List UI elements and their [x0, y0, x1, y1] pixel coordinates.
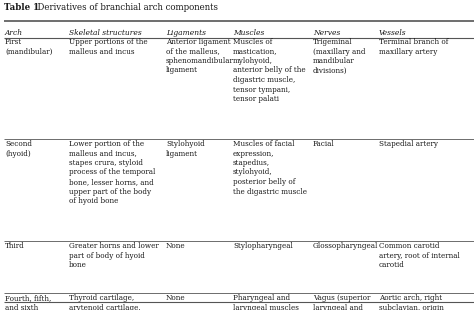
Text: Upper portions of the
malleus and incus: Upper portions of the malleus and incus — [69, 38, 147, 55]
Text: Greater horns and lower
part of body of hyoid
bone: Greater horns and lower part of body of … — [69, 242, 159, 269]
Text: Trigeminal
(maxillary and
mandibular
divisions): Trigeminal (maxillary and mandibular div… — [313, 38, 365, 74]
Text: Muscles: Muscles — [233, 29, 264, 37]
Text: Vagus (superior
laryngeal and
recurrent
laryngeal
branches): Vagus (superior laryngeal and recurrent … — [313, 294, 370, 310]
Text: Glossopharyngeal: Glossopharyngeal — [313, 242, 378, 250]
Text: Arch: Arch — [5, 29, 23, 37]
Text: Derivatives of branchial arch components: Derivatives of branchial arch components — [32, 3, 218, 12]
Text: Stylopharyngeal: Stylopharyngeal — [233, 242, 293, 250]
Text: Stapedial artery: Stapedial artery — [379, 140, 438, 148]
Text: Anterior ligament
of the malleus,
sphenomandibular
ligament: Anterior ligament of the malleus, spheno… — [166, 38, 234, 74]
Text: Muscles of facial
expression,
stapedius,
stylohyoid,
posterior belly of
the diga: Muscles of facial expression, stapedius,… — [233, 140, 307, 196]
Text: None: None — [166, 242, 186, 250]
Text: Lower portion of the
malleus and incus,
stapes crura, styloid
process of the tem: Lower portion of the malleus and incus, … — [69, 140, 155, 205]
Text: Common carotid
artery, root of internal
carotid: Common carotid artery, root of internal … — [379, 242, 460, 269]
Text: Stylohyoid
ligament: Stylohyoid ligament — [166, 140, 205, 157]
Text: Vessels: Vessels — [379, 29, 407, 37]
Text: First
(mandibular): First (mandibular) — [5, 38, 53, 55]
Text: Thyroid cartilage,
arytenoid cartilage,
corniculate cartilage,
cuneiform cartila: Thyroid cartilage, arytenoid cartilage, … — [69, 294, 147, 310]
Text: Pharyngeal and
laryngeal muscles: Pharyngeal and laryngeal muscles — [233, 294, 299, 310]
Text: Fourth, fifth,
and sixth: Fourth, fifth, and sixth — [5, 294, 51, 310]
Text: Terminal branch of
maxillary artery: Terminal branch of maxillary artery — [379, 38, 448, 55]
Text: Ligaments: Ligaments — [166, 29, 206, 37]
Text: Table 1: Table 1 — [4, 3, 39, 12]
Text: Skeletal structures: Skeletal structures — [69, 29, 142, 37]
Text: Nerves: Nerves — [313, 29, 340, 37]
Text: Second
(hyoid): Second (hyoid) — [5, 140, 32, 157]
Text: Third: Third — [5, 242, 25, 250]
Text: None: None — [166, 294, 186, 302]
Text: Aortic arch, right
subclavian, origin
sprouts of pulmonary
arteries, ductus
arte: Aortic arch, right subclavian, origin sp… — [379, 294, 457, 310]
Text: Muscles of
mastication,
mylohyoid,
anterior belly of the
digastric muscle,
tenso: Muscles of mastication, mylohyoid, anter… — [233, 38, 306, 103]
Text: Facial: Facial — [313, 140, 335, 148]
